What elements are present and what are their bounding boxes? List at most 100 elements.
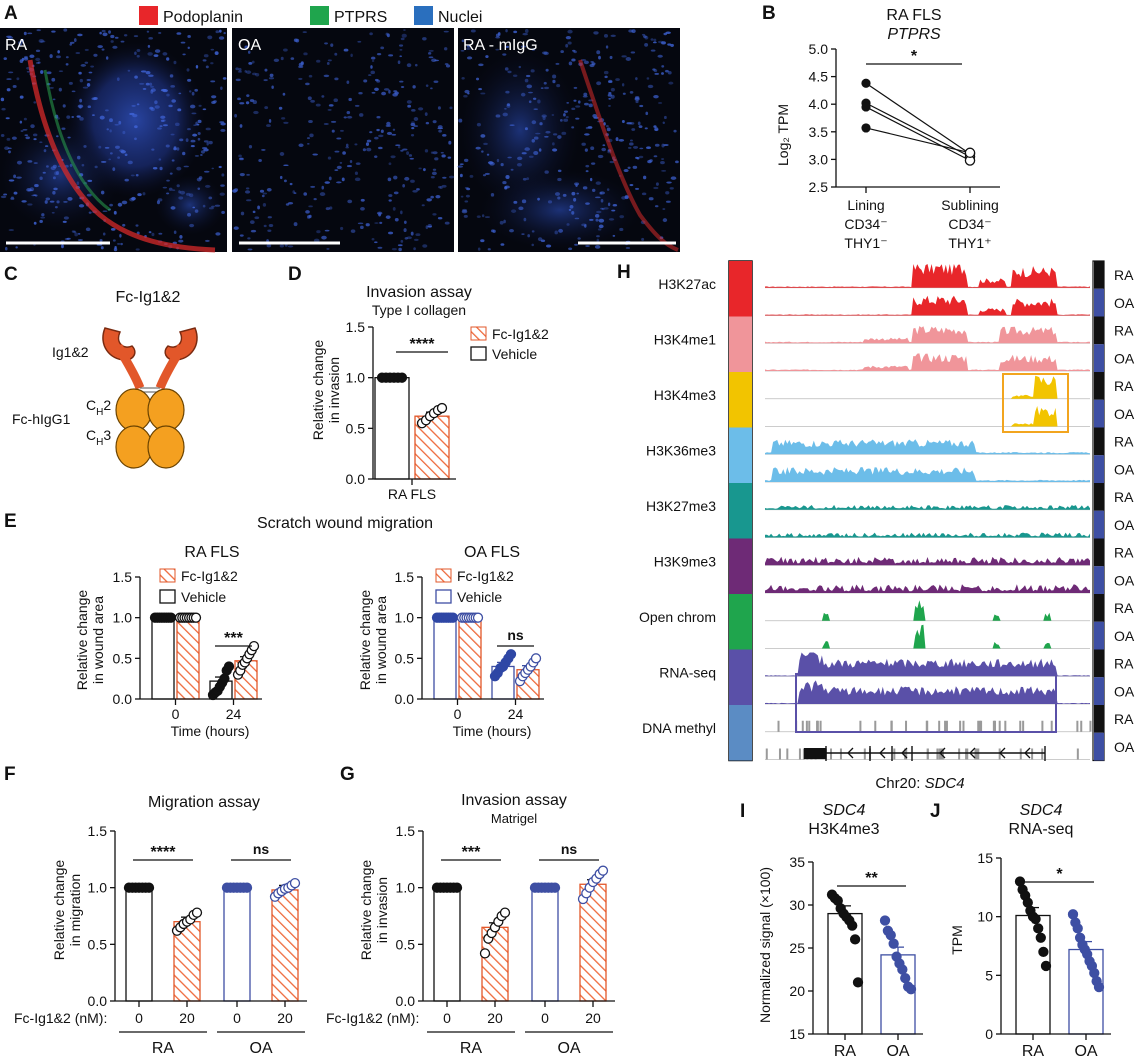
panel-g-dose-tick-label: 20	[585, 1010, 601, 1026]
nucleus-speck	[142, 88, 147, 90]
nucleus-speck	[33, 221, 37, 225]
panel-b: B RA FLS PTPRS Log₂ TPM 2.5 3.0 3.5 4.0 4.5 5…	[762, 3, 1000, 251]
nucleus-speck	[662, 121, 665, 125]
nucleus-speck	[486, 153, 490, 156]
nucleus-speck	[160, 115, 166, 119]
nucleus-speck	[374, 136, 379, 140]
nucleus-speck	[235, 78, 241, 82]
panel-g-ylabel: Relative change	[358, 860, 374, 961]
nucleus-speck	[424, 112, 428, 116]
panel-g-dose-tick-label: 0	[443, 1010, 451, 1026]
nucleus-speck	[575, 183, 578, 187]
panel-e-title: Scratch wound migration	[257, 515, 433, 532]
methyl-tick	[977, 748, 980, 760]
nucleus-speck	[336, 165, 342, 170]
nucleus-speck	[581, 142, 586, 146]
panel-e-ylabel-2: in wound area	[90, 596, 106, 684]
nucleus-speck	[205, 127, 211, 131]
methyl-tick	[998, 720, 1001, 732]
nucleus-speck	[347, 199, 353, 204]
panel-e-ra-vehicle-point	[223, 661, 235, 672]
nucleus-speck	[500, 243, 505, 246]
condition-label: OA	[1114, 517, 1135, 533]
nucleus-speck	[654, 72, 660, 75]
nucleus-speck	[587, 126, 593, 129]
nucleus-speck	[400, 37, 405, 41]
nucleus-speck	[477, 247, 481, 251]
panel-d-ylabel-2: in invasion	[326, 357, 342, 423]
panel-e-legend-vehicle-oa: Vehicle	[457, 589, 502, 605]
nucleus-speck	[427, 224, 432, 228]
nucleus-speck	[208, 140, 213, 145]
nucleus-speck	[433, 80, 439, 84]
nucleus-speck	[658, 40, 664, 44]
methyl-tick	[925, 720, 928, 732]
panel-g-point	[479, 948, 491, 959]
track-signal	[765, 652, 1090, 677]
nucleus-speck	[99, 31, 102, 35]
nucleus-speck	[628, 29, 634, 33]
nucleus-speck	[82, 86, 89, 89]
nucleus-speck	[596, 235, 600, 238]
nucleus-speck	[509, 228, 514, 233]
panel-g-point	[499, 907, 511, 918]
nucleus-speck	[55, 171, 60, 175]
nucleus-speck	[339, 161, 343, 164]
panel-b-point-sublining	[964, 147, 976, 159]
nucleus-speck	[166, 57, 170, 61]
methyl-tick	[786, 748, 789, 760]
nucleus-speck	[627, 166, 631, 170]
nucleus-speck	[178, 239, 184, 243]
strand-arrow-icon	[847, 747, 854, 759]
nucleus-speck	[376, 52, 382, 56]
nucleus-speck	[166, 93, 170, 97]
nucleus-speck	[153, 54, 159, 57]
nucleus-speck	[202, 146, 208, 150]
nucleus-speck	[370, 56, 376, 60]
panel-d-sig-label: ****	[410, 336, 436, 353]
nucleus-speck	[120, 40, 125, 43]
methyl-tick	[905, 720, 908, 732]
nucleus-speck	[545, 68, 549, 72]
nucleus-speck	[574, 217, 580, 220]
panel-e-ylabel-right: Relative change	[357, 590, 373, 691]
methyl-tick	[904, 748, 907, 760]
nucleus-speck	[267, 229, 272, 233]
nucleus-speck	[437, 185, 442, 189]
nucleus-speck	[595, 218, 599, 222]
nucleus-speck	[79, 116, 84, 121]
nucleus-speck	[56, 55, 61, 59]
nucleus-speck	[609, 55, 613, 60]
nucleus-speck	[608, 80, 613, 84]
nucleus-speck	[666, 181, 672, 184]
panel-d-bar-vehicle	[374, 377, 410, 480]
nucleus-speck	[189, 193, 194, 198]
nucleus-speck	[282, 92, 286, 96]
nucleus-speck	[360, 206, 365, 211]
track-signal	[765, 439, 1090, 455]
nucleus-speck	[112, 45, 118, 49]
nucleus-speck	[6, 137, 11, 141]
nucleus-speck	[545, 244, 552, 248]
nucleus-speck	[663, 115, 667, 120]
nucleus-speck	[398, 247, 402, 252]
nucleus-speck	[406, 236, 412, 240]
panel-g-ylabel-2: in invasion	[374, 877, 390, 943]
nucleus-speck	[246, 199, 252, 202]
nucleus-speck	[16, 176, 22, 179]
nucleus-speck	[441, 154, 446, 158]
nucleus-speck	[404, 176, 410, 181]
panel-f-group-label: RA	[152, 1040, 175, 1057]
nucleus-speck	[622, 92, 626, 95]
track-signal	[765, 624, 1090, 649]
nucleus-speck	[210, 62, 214, 65]
nucleus-speck	[218, 36, 225, 40]
nucleus-speck	[152, 167, 158, 170]
condition-label: RA	[1114, 489, 1134, 505]
nucleus-speck	[137, 193, 142, 197]
nucleus-speck	[287, 245, 294, 248]
nucleus-speck	[313, 238, 320, 243]
nucleus-speck	[187, 46, 190, 50]
track-label: H3K27ac	[658, 276, 716, 292]
condition-label: RA	[1114, 323, 1134, 339]
